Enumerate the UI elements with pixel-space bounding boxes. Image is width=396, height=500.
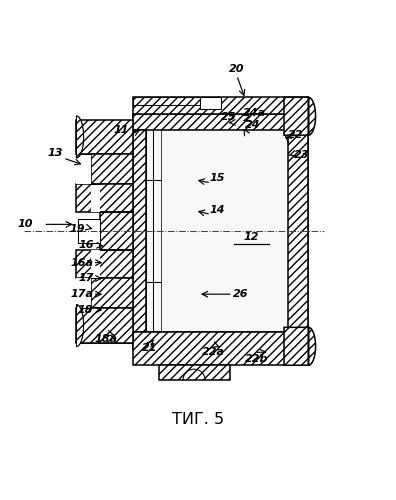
Polygon shape (133, 332, 308, 365)
Text: 20: 20 (229, 64, 244, 74)
Polygon shape (76, 308, 133, 342)
Bar (133, 98, 200, 105)
Text: ΤИГ. 5: ΤИГ. 5 (172, 412, 224, 427)
Text: 11: 11 (113, 124, 129, 134)
Text: 26: 26 (233, 289, 248, 299)
Text: 14: 14 (209, 204, 225, 214)
Bar (133, 332, 288, 348)
Text: 13: 13 (48, 148, 63, 158)
Text: 18: 18 (78, 305, 93, 315)
Text: 24: 24 (245, 120, 260, 130)
Text: 17: 17 (79, 274, 95, 283)
Text: 22a: 22a (202, 347, 225, 357)
Text: 17a: 17a (70, 289, 93, 299)
Polygon shape (76, 184, 133, 212)
Bar (91, 250, 100, 278)
Text: 19: 19 (70, 224, 86, 234)
Polygon shape (284, 98, 316, 135)
Bar (133, 114, 308, 348)
Text: 10: 10 (17, 220, 33, 230)
Bar (133, 114, 288, 130)
Text: 24a: 24a (242, 108, 266, 118)
Polygon shape (76, 120, 133, 154)
Bar (78, 220, 100, 243)
Text: 22b: 22b (245, 354, 268, 364)
Bar (288, 114, 308, 348)
Bar (133, 130, 145, 332)
Text: 15: 15 (209, 173, 225, 183)
Polygon shape (76, 116, 84, 158)
Polygon shape (91, 154, 133, 184)
Polygon shape (76, 304, 84, 346)
Text: 22: 22 (288, 130, 304, 140)
Polygon shape (91, 278, 133, 308)
Polygon shape (133, 98, 308, 130)
Text: 18a: 18a (95, 334, 118, 344)
Text: 12: 12 (244, 232, 259, 242)
Bar (91, 184, 100, 212)
Polygon shape (284, 328, 316, 365)
Bar (76, 154, 91, 184)
Text: 21: 21 (142, 343, 158, 353)
Text: 16: 16 (79, 240, 95, 250)
Polygon shape (100, 212, 133, 250)
Bar (158, 365, 230, 380)
Text: 23: 23 (294, 150, 309, 160)
Text: 25: 25 (221, 112, 236, 122)
Bar (200, 98, 221, 109)
Text: 16a: 16a (70, 258, 93, 268)
Bar (76, 278, 91, 308)
Polygon shape (76, 250, 133, 278)
